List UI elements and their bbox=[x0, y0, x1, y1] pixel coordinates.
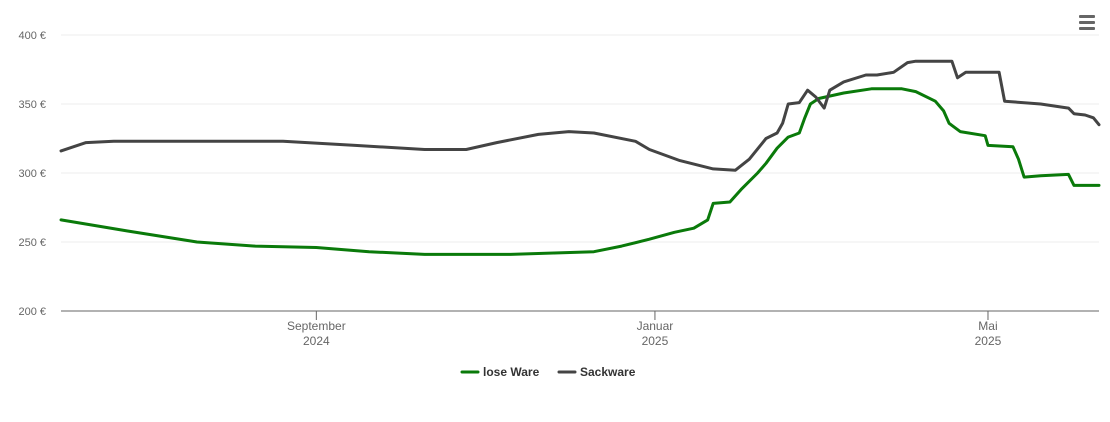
grid-lines bbox=[61, 34, 1099, 243]
y-tick-label: 200 € bbox=[18, 306, 46, 318]
legend-label: lose Ware bbox=[483, 365, 540, 379]
x-tick-label-year: 2025 bbox=[975, 334, 1002, 348]
series-lines bbox=[59, 59, 1101, 256]
x-tick-label-year: 2025 bbox=[642, 334, 669, 348]
legend[interactable]: lose Ware Sackware bbox=[460, 365, 636, 379]
x-tick-label-year: 2024 bbox=[303, 334, 330, 348]
y-tick-label: 250 € bbox=[18, 237, 46, 249]
x-tick-label-month: September bbox=[287, 319, 346, 333]
y-tick-label: 300 € bbox=[18, 168, 46, 180]
y-tick-label: 350 € bbox=[18, 99, 46, 111]
legend-item-2[interactable]: Sackware bbox=[557, 365, 636, 379]
x-tick-label-month: Januar bbox=[637, 319, 674, 333]
legend-label: Sackware bbox=[580, 365, 636, 379]
y-axis: 200 € 250 € 300 € 350 € 400 € bbox=[18, 30, 46, 318]
x-tick-label-month: Mai bbox=[978, 319, 997, 333]
legend-item-1[interactable]: lose Ware bbox=[460, 365, 540, 379]
series-line-2[interactable] bbox=[59, 59, 1101, 172]
hamburger-menu-icon[interactable] bbox=[1076, 12, 1098, 32]
series-line-1[interactable] bbox=[59, 87, 1101, 256]
y-tick-label: 400 € bbox=[18, 30, 46, 42]
